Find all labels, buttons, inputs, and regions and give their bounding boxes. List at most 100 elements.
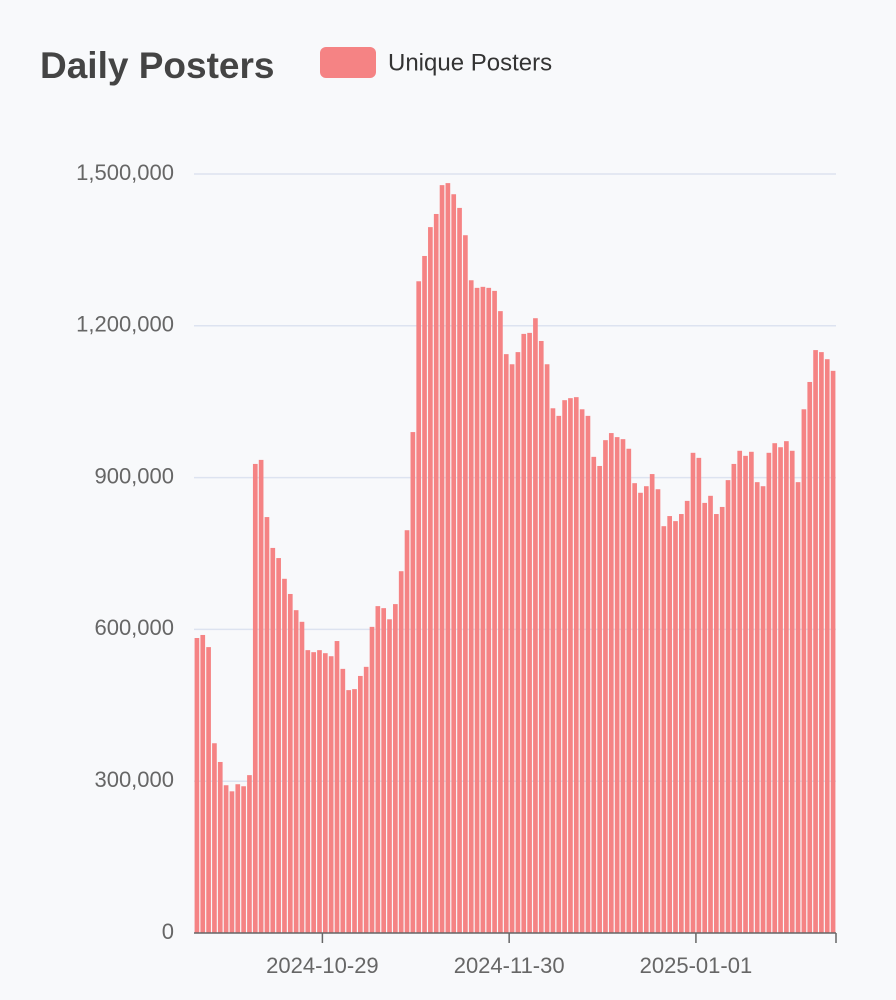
bar (428, 227, 433, 933)
bar (655, 489, 661, 933)
bar (620, 439, 626, 933)
bar (719, 506, 725, 933)
bar (398, 571, 404, 933)
bar (714, 514, 719, 933)
bar (591, 456, 597, 933)
bar (544, 364, 550, 934)
bar (754, 482, 760, 933)
bar (340, 668, 346, 933)
bar (480, 286, 486, 933)
bar (830, 370, 836, 934)
bar (194, 638, 200, 933)
bar (457, 207, 462, 934)
bar (632, 483, 637, 933)
bar (317, 650, 322, 933)
bar (795, 482, 801, 933)
bar (439, 185, 445, 933)
bar (322, 653, 328, 933)
bar (235, 784, 241, 933)
bar (358, 675, 363, 933)
bar (696, 457, 702, 933)
bar (731, 463, 737, 933)
bar (492, 290, 497, 933)
y-tick-label: 1,200,000 (76, 312, 174, 337)
bar (369, 626, 375, 933)
bar (527, 332, 532, 933)
bar (381, 608, 387, 933)
bar (638, 492, 643, 933)
bar (474, 287, 480, 934)
bar (538, 340, 544, 934)
bar (212, 743, 217, 933)
bar (463, 235, 468, 933)
bar (603, 440, 608, 933)
chart-title: Daily Posters (40, 45, 274, 86)
bar (743, 455, 748, 933)
bar (241, 786, 246, 933)
bar (258, 459, 264, 933)
y-tick-label: 600,000 (94, 615, 174, 640)
bar (252, 463, 258, 933)
bar (573, 397, 579, 933)
bar (673, 521, 678, 933)
legend-swatch (320, 47, 376, 78)
bar (684, 500, 690, 933)
bar (679, 514, 684, 933)
bar (608, 433, 614, 933)
bar (626, 448, 632, 933)
bar (223, 785, 229, 933)
bar (737, 450, 743, 933)
bar (276, 558, 281, 933)
bar (217, 761, 223, 933)
bar (387, 619, 392, 933)
bar (766, 452, 772, 933)
bar (503, 354, 509, 933)
bar (533, 318, 538, 934)
bar (270, 547, 276, 933)
bar (824, 359, 830, 933)
bar (264, 517, 270, 933)
bar (486, 287, 492, 934)
bar (509, 364, 515, 934)
y-tick-label: 900,000 (94, 463, 174, 488)
bar (708, 495, 713, 933)
bar (521, 333, 527, 933)
bar (206, 647, 211, 933)
bar (772, 443, 778, 933)
bar (433, 213, 439, 933)
bar (819, 352, 824, 933)
bar (287, 593, 293, 933)
bar (468, 280, 474, 933)
bar (614, 437, 620, 933)
bar (778, 447, 783, 933)
bar (393, 604, 398, 933)
y-tick-label: 1,500,000 (76, 160, 174, 185)
bar (784, 441, 789, 933)
bar (749, 451, 754, 933)
bar (568, 398, 573, 934)
bar (375, 606, 381, 933)
x-tick-label: 2024-11-30 (454, 953, 565, 978)
bar (451, 194, 457, 934)
bar (813, 350, 818, 933)
bar (247, 775, 252, 933)
bar (200, 634, 206, 933)
bar (597, 465, 602, 933)
bar (334, 641, 340, 933)
legend-label[interactable]: Unique Posters (388, 49, 552, 76)
bar (702, 502, 708, 933)
bar (416, 281, 422, 934)
bar (760, 486, 766, 933)
x-tick-label: 2024-10-29 (266, 953, 379, 978)
bar (229, 791, 235, 933)
bar (789, 450, 795, 933)
bar (299, 621, 305, 933)
bar (363, 666, 369, 933)
bar (801, 409, 807, 933)
bar (422, 255, 427, 934)
bar (293, 610, 299, 933)
bar (410, 432, 416, 933)
bar (445, 183, 451, 933)
bar (515, 352, 521, 933)
